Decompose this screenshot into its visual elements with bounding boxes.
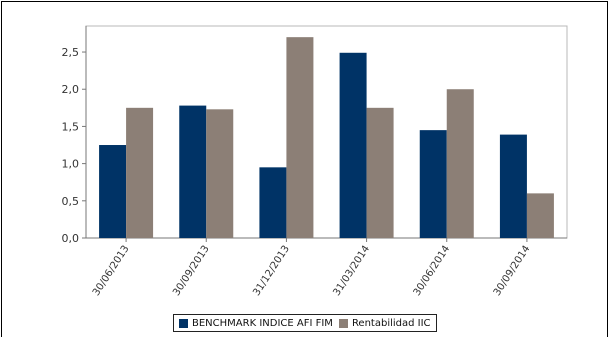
bar-1-31/03/2014 bbox=[339, 52, 367, 238]
bar-2-31/03/2014 bbox=[366, 107, 394, 239]
bar-1-30/06/2013 bbox=[99, 145, 127, 238]
legend-item-series-2: Rentabilidad IIC bbox=[338, 317, 431, 329]
x-tick-label: 31/03/2014 bbox=[331, 244, 372, 298]
x-tick-label: 30/06/2014 bbox=[412, 244, 453, 298]
bar-2-30/06/2013 bbox=[126, 107, 154, 239]
bar-1-31/12/2013 bbox=[259, 167, 287, 238]
plot-area bbox=[85, 25, 568, 239]
legend-label-series-2: Rentabilidad IIC bbox=[351, 317, 431, 329]
chart-legend: BENCHMARK INDICE AFI FIM Rentabilidad II… bbox=[173, 314, 437, 332]
legend-swatch-series-2 bbox=[338, 318, 348, 328]
bar-2-30/09/2014 bbox=[526, 193, 554, 238]
x-tick-label: 30/06/2013 bbox=[91, 244, 132, 298]
bar-1-30/06/2014 bbox=[419, 130, 447, 238]
bar-2-30/06/2014 bbox=[446, 89, 474, 238]
bar-2-30/09/2013 bbox=[206, 109, 234, 238]
bar-1-30/09/2013 bbox=[179, 105, 207, 238]
chart-bars bbox=[99, 37, 554, 239]
y-tick-label: 2,5 bbox=[62, 46, 80, 59]
x-tick-label: 31/12/2013 bbox=[251, 244, 292, 298]
legend-item-series-1: BENCHMARK INDICE AFI FIM bbox=[179, 318, 333, 329]
legend-swatch-series-1 bbox=[179, 318, 188, 328]
chart-axes bbox=[85, 25, 568, 239]
y-tick-label: 0,5 bbox=[62, 195, 80, 208]
legend-label-series-1: BENCHMARK INDICE AFI FIM bbox=[192, 317, 333, 329]
x-tick-label: 30/09/2014 bbox=[492, 244, 533, 298]
y-tick-label: 2,0 bbox=[62, 83, 80, 96]
y-tick-label: 1,5 bbox=[62, 120, 80, 133]
y-axis-ticks: 0,0 0,5 1,0 1,5 2,0 2,5 bbox=[62, 46, 86, 245]
bar-2-31/12/2013 bbox=[286, 37, 314, 238]
y-tick-label: 0,0 bbox=[62, 232, 80, 245]
y-tick-label: 1,0 bbox=[62, 158, 80, 171]
x-tick-label: 30/09/2013 bbox=[171, 244, 212, 298]
x-axis-ticks: 30/06/2013 30/09/2013 31/12/2013 31/03/2014… bbox=[91, 238, 532, 298]
bar-1-30/09/2014 bbox=[499, 134, 527, 238]
